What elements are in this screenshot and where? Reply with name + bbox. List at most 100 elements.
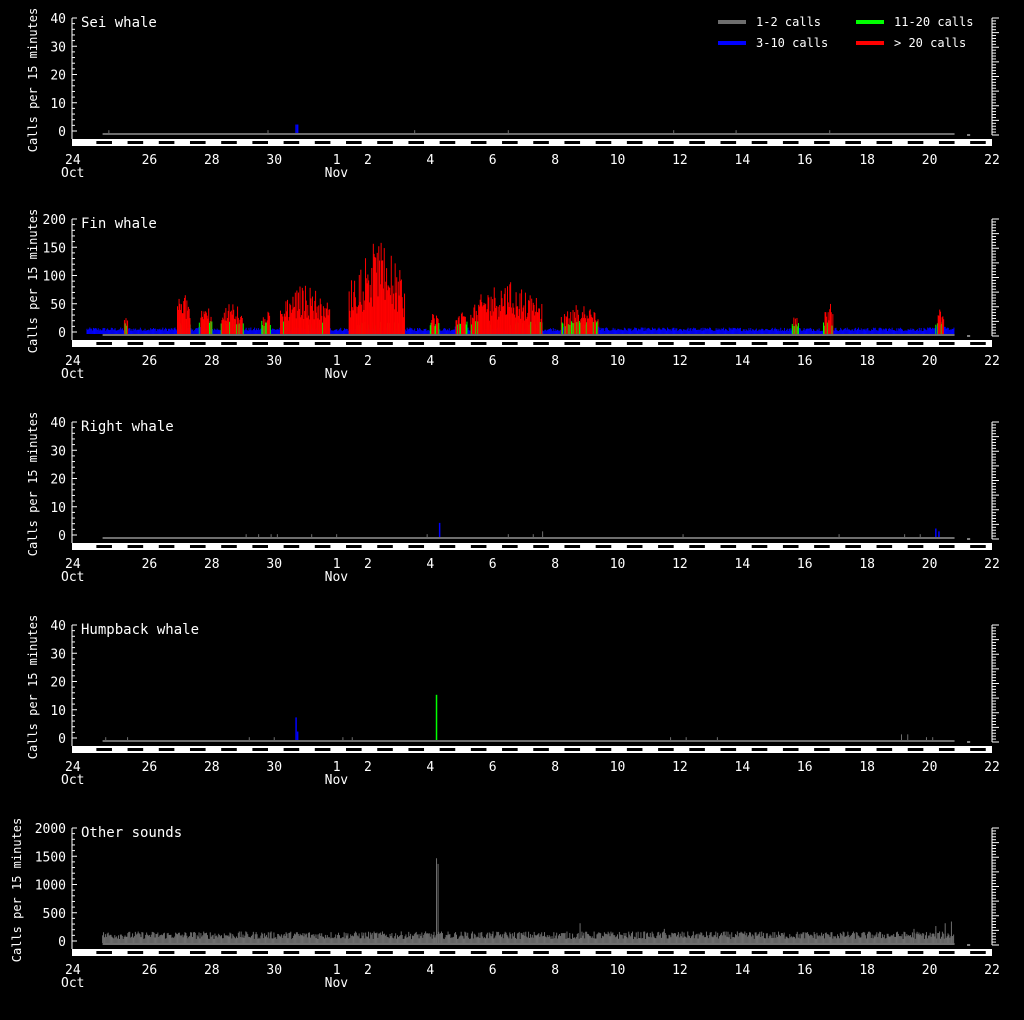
x-tick-label: 16 xyxy=(797,963,813,978)
date-bar-dash xyxy=(814,342,830,345)
date-bar-dash xyxy=(96,141,112,144)
x-tick-label: 14 xyxy=(735,153,751,168)
x-tick-label: 18 xyxy=(859,354,875,369)
date-bar-dash xyxy=(314,545,331,548)
y-tick-label: 1500 xyxy=(35,850,66,865)
panel-humpback-whale: 0 10 20 30 40 Calls per 15 minutes Humpback wh… xyxy=(26,615,1000,788)
legend-label: 1-2 calls xyxy=(756,15,821,29)
y-tick-label: 20 xyxy=(50,473,66,488)
date-bar-dash xyxy=(439,748,456,751)
month-label: Oct xyxy=(61,166,84,181)
legend-label: 3-10 calls xyxy=(756,36,828,50)
date-bar-dash xyxy=(283,545,300,548)
x-tick-label: 2 xyxy=(364,963,372,978)
x-tick-label: 24 xyxy=(65,760,81,775)
date-bar-dash xyxy=(127,545,144,548)
x-tick-label: 14 xyxy=(735,354,751,369)
date-bar-dash xyxy=(377,141,393,144)
date-bar-dash xyxy=(845,748,861,751)
date-bar-dash xyxy=(689,141,705,144)
date-bar-dash xyxy=(502,342,518,345)
date-bar-dash xyxy=(408,748,425,751)
date-bar-dash xyxy=(221,342,237,345)
date-bar-dash xyxy=(751,342,768,345)
date-bar-dash xyxy=(346,748,362,751)
legend: 1-2 calls 3-10 calls 11-20 calls > 20 calls xyxy=(718,15,973,50)
date-bar-dash xyxy=(96,545,112,548)
date-bar-dash xyxy=(907,951,924,954)
date-bar-dash xyxy=(658,141,674,144)
date-bar-dash xyxy=(626,748,643,751)
panel-right-whale: 0 10 20 30 40 Calls per 15 minutes Right whale… xyxy=(26,412,1000,585)
date-bar-dash xyxy=(751,951,768,954)
date-bar-dash xyxy=(96,342,112,345)
y-tick-label: 30 xyxy=(50,444,66,459)
x-tick-label: 1 xyxy=(333,354,341,369)
date-bar-dash xyxy=(564,748,581,751)
x-tick-label: 22 xyxy=(984,963,1000,978)
date-bar-dash xyxy=(751,748,768,751)
date-bar-dash xyxy=(907,748,924,751)
y-axis-label: Calls per 15 minutes xyxy=(26,8,40,153)
x-tick-label: 22 xyxy=(984,557,1000,572)
x-tick-label: 2 xyxy=(364,354,372,369)
month-label: Nov xyxy=(325,773,349,788)
x-tick-label: 12 xyxy=(672,354,688,369)
x-tick-label: 26 xyxy=(142,354,158,369)
date-bar-dash xyxy=(626,951,643,954)
y-tick-label: 0 xyxy=(58,125,66,140)
date-bar-dash xyxy=(938,141,955,144)
date-bar-dash xyxy=(689,342,705,345)
month-label: Nov xyxy=(325,570,349,585)
date-bar-dash xyxy=(658,545,674,548)
y-tick-label: 10 xyxy=(50,704,66,719)
date-bar-dash xyxy=(626,141,643,144)
date-bar-dash xyxy=(845,545,861,548)
x-tick-label: 24 xyxy=(65,963,81,978)
date-bar-dash xyxy=(346,951,362,954)
date-bar-dash xyxy=(502,545,518,548)
date-bar-dash xyxy=(970,951,986,954)
x-tick-label: 12 xyxy=(672,153,688,168)
date-bar-dash xyxy=(814,141,830,144)
date-bar-dash xyxy=(158,545,175,548)
month-label: Nov xyxy=(325,166,349,181)
date-bar-dash xyxy=(658,951,674,954)
panel-title: Sei whale xyxy=(81,15,157,31)
date-bar-dash xyxy=(938,342,955,345)
date-bar-dash xyxy=(658,342,674,345)
x-tick-label: 20 xyxy=(922,963,938,978)
x-tick-label: 16 xyxy=(797,557,813,572)
date-bar-dash xyxy=(252,748,268,751)
y-tick-label: 200 xyxy=(43,213,66,228)
date-bar-dash xyxy=(470,342,487,345)
x-tick-label: 30 xyxy=(266,760,282,775)
date-bar-dash xyxy=(845,141,861,144)
date-bar-dash xyxy=(127,748,144,751)
x-tick-label: 24 xyxy=(65,153,81,168)
date-bar-dash xyxy=(970,545,986,548)
date-bar-dash xyxy=(845,342,861,345)
x-tick-label: 30 xyxy=(266,153,282,168)
date-bar-dash xyxy=(720,342,737,345)
date-bar-dash xyxy=(876,342,893,345)
x-tick-label: 18 xyxy=(859,963,875,978)
date-bar-dash xyxy=(96,748,112,751)
date-bar-dash xyxy=(283,342,300,345)
y-tick-label: 40 xyxy=(50,619,66,634)
x-tick-label: 14 xyxy=(735,760,751,775)
date-bar-dash xyxy=(221,141,237,144)
x-tick-label: 30 xyxy=(266,557,282,572)
date-bar-dash xyxy=(377,748,393,751)
date-bar-dash xyxy=(221,951,237,954)
date-bar-dash xyxy=(533,141,549,144)
date-bar-dash xyxy=(970,748,986,751)
date-bar-dash xyxy=(938,951,955,954)
x-tick-label: 2 xyxy=(364,557,372,572)
y-axis-label: Calls per 15 minutes xyxy=(10,818,24,963)
x-tick-label: 8 xyxy=(551,153,559,168)
legend-label: > 20 calls xyxy=(894,36,966,50)
date-bar-dash xyxy=(408,342,425,345)
date-bar-dash xyxy=(751,141,768,144)
x-tick-label: 12 xyxy=(672,760,688,775)
